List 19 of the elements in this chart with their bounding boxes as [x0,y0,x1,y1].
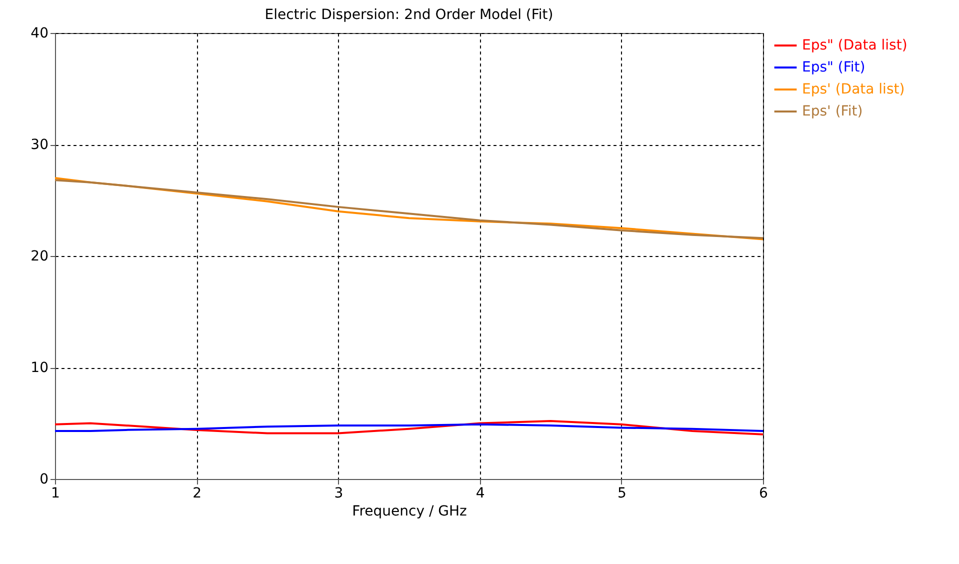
x-axis-title: Frequency / GHz [352,504,467,520]
legend-label: Eps" (Data list) [802,38,908,54]
legend-label: Eps' (Data list) [802,82,905,98]
chart-title: Electric Dispersion: 2nd Order Model (Fit) [264,7,554,23]
y-tick-label: 20 [30,248,48,264]
y-tick-label: 30 [30,137,48,153]
legend-label: Eps" (Fit) [802,60,866,76]
x-tick-label: 2 [192,486,202,502]
y-tick-label: 10 [30,360,48,376]
legend-label: Eps' (Fit) [802,104,863,120]
x-tick-label: 4 [476,486,485,502]
y-tick-label: 0 [40,472,48,488]
line-series [55,423,763,432]
x-tick-label: 3 [334,486,344,502]
x-tick-label: 1 [51,486,60,502]
x-tick-label: 5 [617,486,626,502]
line-series [55,420,763,436]
y-tick-label: 40 [30,26,48,42]
x-tick-label: 6 [759,486,768,502]
